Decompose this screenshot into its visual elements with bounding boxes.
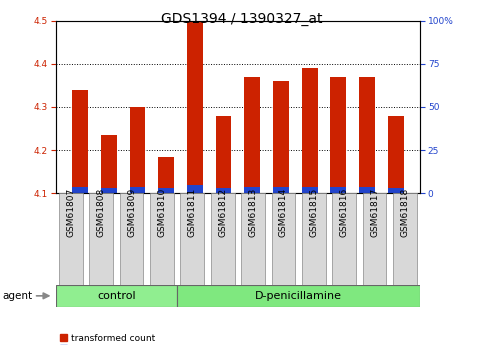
Bar <box>215 188 231 193</box>
Text: GSM61818: GSM61818 <box>400 188 410 237</box>
Text: GSM61810: GSM61810 <box>157 188 167 237</box>
Bar <box>330 77 346 193</box>
Legend: transformed count, percentile rank within the sample: transformed count, percentile rank withi… <box>60 334 224 345</box>
Bar <box>330 187 346 193</box>
FancyBboxPatch shape <box>120 193 143 285</box>
Bar <box>302 187 317 193</box>
Bar <box>244 187 260 193</box>
Text: GSM61809: GSM61809 <box>127 188 136 237</box>
Bar <box>129 107 145 193</box>
Text: GSM61814: GSM61814 <box>279 188 288 237</box>
Bar <box>388 116 404 193</box>
Bar <box>158 188 174 193</box>
Text: GSM61811: GSM61811 <box>188 188 197 237</box>
Bar <box>273 81 289 193</box>
Text: control: control <box>97 291 136 301</box>
Bar <box>244 77 260 193</box>
Text: GSM61808: GSM61808 <box>97 188 106 237</box>
FancyBboxPatch shape <box>241 193 265 285</box>
Bar <box>359 77 375 193</box>
Bar <box>273 187 289 193</box>
FancyBboxPatch shape <box>59 193 83 285</box>
FancyBboxPatch shape <box>363 193 386 285</box>
FancyBboxPatch shape <box>393 193 417 285</box>
Text: GSM61807: GSM61807 <box>66 188 75 237</box>
Bar <box>72 90 88 193</box>
Bar <box>101 188 116 193</box>
Text: GSM61817: GSM61817 <box>370 188 379 237</box>
Bar <box>215 116 231 193</box>
FancyBboxPatch shape <box>302 193 326 285</box>
FancyBboxPatch shape <box>211 193 235 285</box>
Bar <box>187 185 203 193</box>
Text: GSM61815: GSM61815 <box>309 188 318 237</box>
Bar <box>388 188 404 193</box>
Text: agent: agent <box>2 291 32 301</box>
Text: GSM61813: GSM61813 <box>249 188 257 237</box>
FancyBboxPatch shape <box>89 193 113 285</box>
FancyBboxPatch shape <box>56 285 177 307</box>
Bar <box>187 21 203 193</box>
Text: GSM61812: GSM61812 <box>218 188 227 237</box>
Bar <box>101 135 116 193</box>
FancyBboxPatch shape <box>271 193 295 285</box>
Text: D-penicillamine: D-penicillamine <box>255 291 342 301</box>
FancyBboxPatch shape <box>150 193 174 285</box>
FancyBboxPatch shape <box>332 193 356 285</box>
Bar <box>359 187 375 193</box>
FancyBboxPatch shape <box>181 193 204 285</box>
Bar <box>158 157 174 193</box>
Bar <box>72 187 88 193</box>
Text: GDS1394 / 1390327_at: GDS1394 / 1390327_at <box>161 12 322 26</box>
Text: GSM61816: GSM61816 <box>340 188 349 237</box>
FancyBboxPatch shape <box>177 285 420 307</box>
Bar <box>129 187 145 193</box>
Bar <box>302 68 317 193</box>
